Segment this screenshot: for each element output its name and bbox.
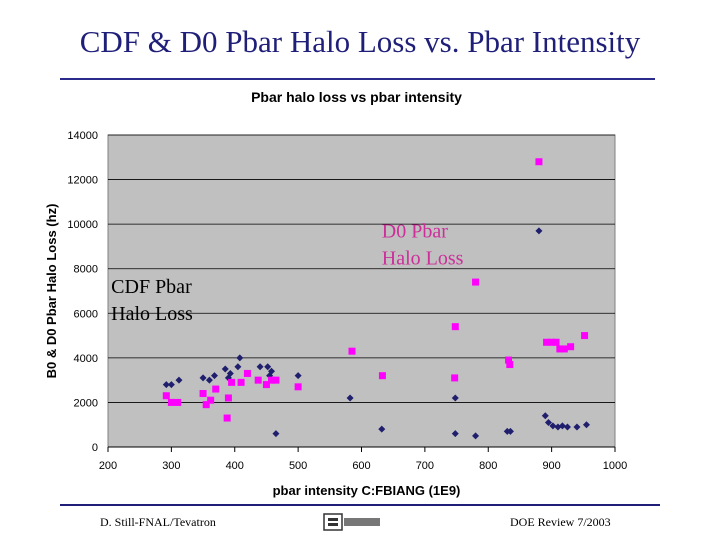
diamond-point (582, 421, 590, 429)
diamond-point (472, 432, 480, 440)
diamond-point (346, 394, 354, 402)
square-point (243, 369, 251, 377)
square-point (348, 347, 356, 355)
y-axis-label: B0 & D0 Pbar Halo Loss (hz) (44, 204, 59, 379)
square-point (378, 372, 386, 380)
y-tick-label: 8000 (74, 264, 98, 276)
diamond-point (544, 418, 552, 426)
diamond-point (268, 367, 276, 375)
y-tick-label: 12000 (67, 175, 98, 187)
square-point (262, 381, 270, 389)
annotations: CDF Pbar Halo Loss D0 Pbar Halo Loss (111, 221, 463, 326)
square-point (237, 378, 245, 386)
chart-title: Pbar halo loss vs pbar intensity (251, 89, 462, 105)
x-tick-label: 500 (289, 460, 307, 472)
x-tick-label: 900 (542, 460, 560, 472)
square-point (560, 345, 568, 353)
diamond-point (573, 423, 581, 431)
plot-area (107, 134, 616, 448)
square-point (207, 396, 215, 404)
square-point (212, 385, 220, 393)
square-point (506, 361, 514, 369)
square-point (254, 376, 262, 384)
x-tick-label: 700 (416, 460, 434, 472)
annotation-label: CDF Pbar Halo Loss (111, 276, 193, 325)
x-tick-label: 600 (352, 460, 370, 472)
diamond-point (236, 354, 244, 362)
square-point (174, 398, 182, 406)
square-point (228, 378, 236, 386)
title-rule (60, 78, 655, 80)
x-tick-label: 200 (99, 460, 117, 472)
square-point (223, 414, 231, 422)
diamond-point (506, 427, 514, 435)
square-point (224, 394, 232, 402)
annotation-line: CDF Pbar (111, 276, 192, 298)
square-point (167, 398, 175, 406)
square-point (581, 332, 589, 340)
diamond-point (175, 376, 183, 384)
x-tick-label: 1000 (603, 460, 627, 472)
square-point (548, 338, 556, 346)
square-point (556, 345, 564, 353)
square-point (552, 338, 560, 346)
diamond-point (205, 376, 213, 384)
square-point (543, 338, 551, 346)
diamond-point (272, 430, 280, 438)
diamond-point (378, 425, 386, 433)
y-tick-label: 6000 (74, 308, 98, 320)
footer-rule (60, 504, 660, 506)
x-axis-label: pbar intensity C:FBIANG (1E9) (273, 483, 461, 498)
y-tick-label: 2000 (74, 397, 98, 409)
fermilab-logo (323, 513, 380, 531)
diamond-point (549, 422, 557, 430)
diamond-point (558, 422, 566, 430)
diamond-point (264, 363, 272, 371)
y-tick-labels: 0 2000 4000 6000 8000 10000 12000 14000 (67, 130, 98, 454)
footer-author: D. Still-FNAL/Tevatron (100, 515, 216, 529)
diamond-point (563, 423, 571, 431)
annotation-label: D0 Pbar Halo Loss (382, 221, 464, 270)
square-point (451, 374, 459, 382)
annotation-line: Halo Loss (111, 303, 193, 325)
diamond-point (451, 394, 459, 402)
data-points (162, 158, 590, 440)
square-point (535, 158, 543, 166)
x-tick-label: 800 (479, 460, 497, 472)
y-tick-label: 10000 (67, 219, 98, 231)
annotation-line: D0 Pbar (382, 221, 448, 243)
diamond-point (210, 372, 218, 380)
diamond-point (167, 381, 175, 389)
diamond-point (256, 363, 264, 371)
x-tick-label: 300 (162, 460, 180, 472)
footer-event: DOE Review 7/2003 (510, 515, 611, 529)
square-point (472, 278, 480, 286)
y-tick-label: 4000 (74, 353, 98, 365)
square-point (294, 383, 302, 391)
diamond-point (221, 365, 229, 373)
square-point (162, 392, 170, 400)
square-point (199, 390, 207, 398)
y-tick-label: 0 (92, 442, 98, 454)
grid-lines (107, 134, 616, 452)
diamond-point (199, 374, 207, 382)
annotation-line: Halo Loss (382, 248, 464, 270)
diamond-point (162, 381, 170, 389)
x-tick-label: 400 (226, 460, 244, 472)
slide-title: CDF & D0 Pbar Halo Loss vs. Pbar Intensi… (79, 24, 641, 59)
square-point (202, 401, 210, 409)
diamond-point (294, 372, 302, 380)
diamond-point (234, 363, 242, 371)
square-point (505, 356, 513, 364)
y-tick-label: 14000 (67, 130, 98, 142)
x-tick-labels: 200 300 400 500 600 700 800 900 1000 (99, 460, 627, 472)
diamond-point (541, 412, 549, 420)
diamond-point (451, 430, 459, 438)
square-point (272, 376, 280, 384)
square-point (268, 376, 276, 384)
diamond-point (535, 227, 543, 235)
square-point (451, 323, 459, 331)
square-point (567, 343, 575, 351)
